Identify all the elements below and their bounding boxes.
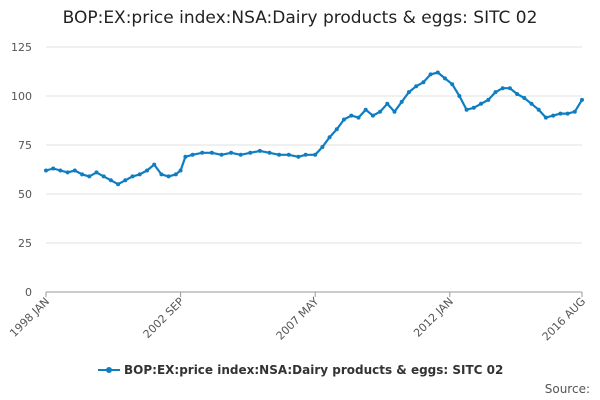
data-point (296, 154, 301, 159)
data-point (178, 168, 183, 173)
y-tick-label: 50 (18, 188, 32, 201)
data-point (406, 90, 411, 95)
data-point (471, 105, 476, 110)
data-point (65, 170, 70, 175)
data-point (342, 117, 346, 122)
data-point (277, 152, 282, 157)
data-point (87, 174, 92, 179)
x-tick-label: 2016 AUG (540, 295, 589, 344)
data-point (500, 86, 505, 91)
data-point (486, 97, 491, 102)
data-point (392, 109, 397, 114)
x-tick-label: 2002 SEP (141, 295, 187, 341)
data-point (349, 113, 354, 118)
data-point (313, 152, 318, 157)
data-point (101, 174, 106, 179)
data-point (72, 168, 77, 173)
data-point (435, 70, 440, 75)
data-point (267, 150, 272, 155)
data-point (363, 107, 368, 112)
data-point (334, 127, 339, 132)
data-point (108, 178, 113, 183)
data-point (116, 182, 121, 187)
data-point (399, 99, 404, 104)
data-point (450, 82, 455, 87)
data-point (551, 113, 556, 118)
data-point (229, 150, 234, 155)
data-point (370, 113, 375, 118)
data-point (183, 154, 188, 159)
data-point (137, 172, 142, 177)
data-point (493, 90, 498, 95)
data-point (159, 172, 164, 177)
data-point (94, 170, 99, 175)
data-point (529, 101, 534, 106)
data-point (166, 174, 171, 179)
data-point (152, 162, 157, 167)
data-point (378, 109, 383, 114)
data-point (303, 152, 308, 157)
data-point (51, 166, 56, 171)
data-point (522, 96, 527, 100)
source-note: Source: (544, 382, 590, 396)
data-point (580, 97, 584, 102)
data-point (130, 174, 135, 179)
y-tick-label: 0 (25, 286, 32, 299)
data-point (356, 115, 361, 120)
y-tick-label: 100 (11, 90, 32, 103)
data-point (123, 178, 128, 183)
data-point (58, 168, 63, 173)
y-tick-label: 125 (11, 41, 32, 54)
data-point (414, 84, 419, 89)
data-point (200, 150, 205, 155)
data-point (385, 101, 390, 106)
data-point (543, 115, 548, 120)
legend-swatch-marker (106, 367, 112, 373)
data-point (209, 150, 214, 155)
data-point (44, 168, 48, 173)
data-point (443, 76, 447, 81)
data-point (464, 107, 469, 112)
data-point (565, 111, 570, 116)
data-point (572, 109, 577, 114)
data-point (320, 145, 325, 149)
data-point (421, 80, 426, 85)
data-point (219, 152, 224, 157)
data-point (428, 72, 433, 77)
x-tick-label: 1998 JAN (7, 295, 52, 340)
data-point (173, 172, 178, 177)
x-tick-label: 2007 MAY (274, 295, 322, 343)
data-point (507, 86, 512, 91)
y-tick-label: 25 (18, 237, 32, 250)
chart-title: BOP:EX:price index:NSA:Dairy products & … (62, 8, 538, 28)
data-point (80, 172, 85, 177)
data-point (248, 150, 253, 155)
data-point (257, 148, 262, 153)
data-point (536, 107, 541, 112)
data-point (558, 111, 563, 116)
data-point (286, 152, 291, 157)
data-point (238, 152, 243, 157)
legend-label: BOP:EX:price index:NSA:Dairy products & … (124, 363, 503, 377)
y-tick-label: 75 (18, 139, 32, 152)
data-point (327, 135, 332, 140)
data-point (190, 152, 195, 157)
x-tick-label: 2012 JAN (411, 295, 456, 340)
data-point (145, 168, 149, 173)
data-point (479, 101, 483, 106)
data-point (515, 92, 520, 96)
data-point (457, 94, 462, 98)
